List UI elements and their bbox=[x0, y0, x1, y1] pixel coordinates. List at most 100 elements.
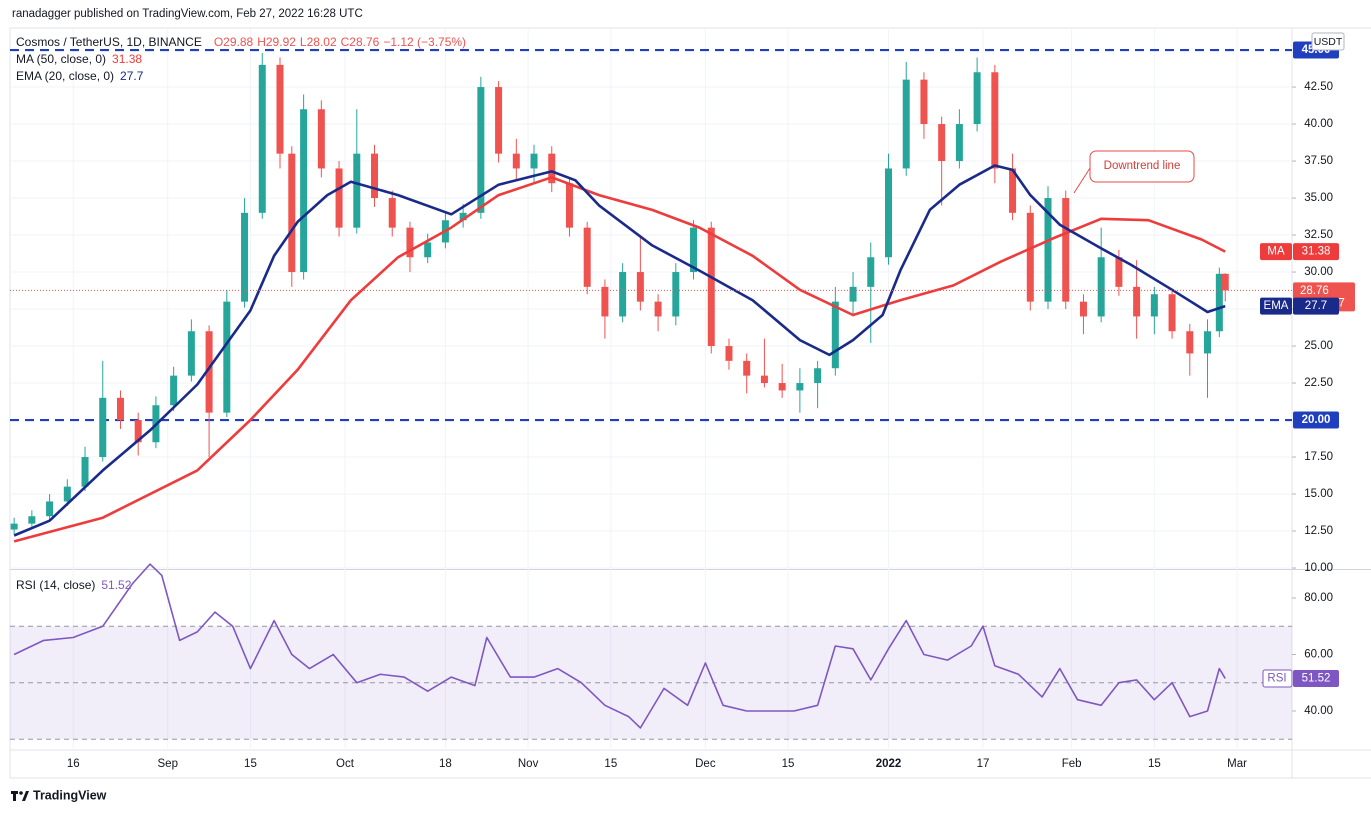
indicator-tag: RSI bbox=[1267, 672, 1286, 684]
candle-body bbox=[288, 153, 296, 273]
y-tick-label: 22.50 bbox=[1304, 377, 1333, 389]
x-tick-label: Mar bbox=[1227, 758, 1247, 770]
indicator-line bbox=[13, 164, 1226, 537]
candle-body bbox=[955, 124, 963, 162]
candle-body bbox=[565, 183, 573, 228]
candle-body bbox=[778, 383, 786, 391]
indicator-value: 27.7 bbox=[120, 69, 149, 83]
candle-body bbox=[938, 124, 946, 162]
candle-body bbox=[28, 516, 36, 524]
y-tick-label: 15.00 bbox=[1304, 488, 1333, 500]
candle-body bbox=[849, 286, 857, 302]
y-tick-label: 40.00 bbox=[1304, 118, 1333, 130]
candle-body bbox=[81, 457, 89, 487]
candle-body bbox=[1044, 198, 1052, 302]
x-tick-label: 15 bbox=[782, 758, 795, 770]
annotation-pointer bbox=[1073, 167, 1091, 194]
candle-body bbox=[1204, 331, 1212, 354]
candle-body bbox=[495, 87, 503, 154]
legend-rsi: RSI (14, close) 51.52 bbox=[16, 578, 143, 592]
candle-body bbox=[831, 301, 839, 369]
labels: 16 Sep 15 Oct 18 Nov 15 Dec 15 2022 17 Feb 15 Mar 10.0… bbox=[67, 41, 1355, 770]
ohlc: O29.88 H29.92 L28.02 C28.76 −1.12 (−3.75%) bbox=[208, 35, 466, 49]
logo-part bbox=[13, 791, 16, 801]
indicator-line bbox=[13, 176, 1226, 543]
x-tick-label: 15 bbox=[1148, 758, 1161, 770]
candle-body bbox=[796, 383, 804, 391]
y-tick-label: 17.50 bbox=[1304, 451, 1333, 463]
y-tick-label: 42.50 bbox=[1304, 81, 1333, 93]
x-tick-label: 16 bbox=[67, 758, 80, 770]
candle-body bbox=[1221, 273, 1229, 291]
indicator-value-box bbox=[1293, 669, 1339, 687]
y-tick-label: 32.50 bbox=[1304, 229, 1333, 241]
currency-box bbox=[1311, 32, 1345, 51]
x-tick-label: 17 bbox=[977, 758, 990, 770]
candle-body bbox=[530, 153, 538, 169]
indicator-tag-box bbox=[1262, 669, 1293, 688]
candle-body bbox=[743, 360, 751, 376]
indicator-name: RSI (14, close) bbox=[16, 578, 96, 592]
y-tick-label: 35.00 bbox=[1304, 192, 1333, 204]
candle-body bbox=[205, 331, 213, 413]
candle-body bbox=[317, 109, 325, 169]
indicator-value-label: 31.38 bbox=[1302, 246, 1331, 258]
candle-body bbox=[902, 79, 910, 169]
candle-body bbox=[707, 227, 715, 347]
candle-body bbox=[335, 168, 343, 228]
candle-body bbox=[1133, 286, 1141, 317]
candle-body bbox=[300, 109, 308, 273]
candle-body bbox=[672, 272, 680, 317]
level-label-box bbox=[1293, 411, 1339, 429]
candle-body bbox=[867, 257, 875, 287]
x-tick-label: 15 bbox=[604, 758, 617, 770]
currency: USDT bbox=[1314, 36, 1343, 48]
ohlc-value: L28.02 bbox=[299, 35, 337, 49]
candle-body bbox=[46, 501, 54, 517]
footer-brand: TradingView bbox=[33, 788, 107, 802]
indicator-value: 51.52 bbox=[101, 578, 137, 592]
rsi-line bbox=[13, 563, 1226, 729]
annotation-box bbox=[1089, 150, 1195, 183]
publisher: ranadagger published on TradingView.com,… bbox=[12, 8, 363, 20]
candle-body bbox=[1168, 294, 1176, 332]
x-tick-label: Dec bbox=[695, 758, 716, 770]
candle-body bbox=[920, 79, 928, 125]
candle-body bbox=[548, 153, 556, 184]
candle-body bbox=[276, 64, 284, 154]
candle-body bbox=[406, 227, 414, 258]
candle-body bbox=[991, 72, 999, 169]
candle-body bbox=[371, 153, 379, 199]
candle-body bbox=[619, 272, 627, 317]
level-label: 20.00 bbox=[1302, 414, 1331, 426]
candle-body bbox=[814, 368, 822, 384]
indicator-value-label: 51.52 bbox=[1302, 672, 1331, 684]
candle-body bbox=[636, 272, 644, 302]
ohlc-value: −1.12 (−3.75%) bbox=[383, 35, 467, 49]
candle-body bbox=[10, 523, 18, 530]
x-tick-label: Sep bbox=[158, 758, 178, 770]
y-tick-label: 30.00 bbox=[1304, 266, 1333, 278]
candle-body bbox=[353, 153, 361, 228]
candle-body bbox=[258, 64, 266, 213]
marks bbox=[10, 48, 1292, 729]
legend-ema: EMA (20, close, 0) 27.7 bbox=[16, 69, 155, 83]
y-tick-label: 25.00 bbox=[1304, 340, 1333, 352]
ohlc-value: H29.92 bbox=[257, 35, 296, 49]
candle-body bbox=[512, 153, 520, 169]
indicator-value: 31.38 bbox=[112, 52, 143, 66]
candle-body bbox=[99, 397, 107, 458]
indicator-value: 31.38 bbox=[112, 52, 148, 66]
ohlc-value: C28.76 bbox=[340, 35, 380, 49]
y-tick-label: 80.00 bbox=[1304, 592, 1333, 604]
y-tick-label: 60.00 bbox=[1304, 649, 1333, 661]
candle-body bbox=[170, 375, 178, 406]
logo-part bbox=[22, 791, 29, 801]
candle-body bbox=[1062, 198, 1070, 302]
y-tick-label: 12.50 bbox=[1304, 525, 1333, 537]
candle-body bbox=[725, 346, 733, 361]
candle-body bbox=[690, 227, 698, 273]
candle-body bbox=[1026, 212, 1034, 302]
candle-body bbox=[1009, 168, 1017, 213]
indicator-tag: EMA bbox=[1264, 300, 1289, 312]
